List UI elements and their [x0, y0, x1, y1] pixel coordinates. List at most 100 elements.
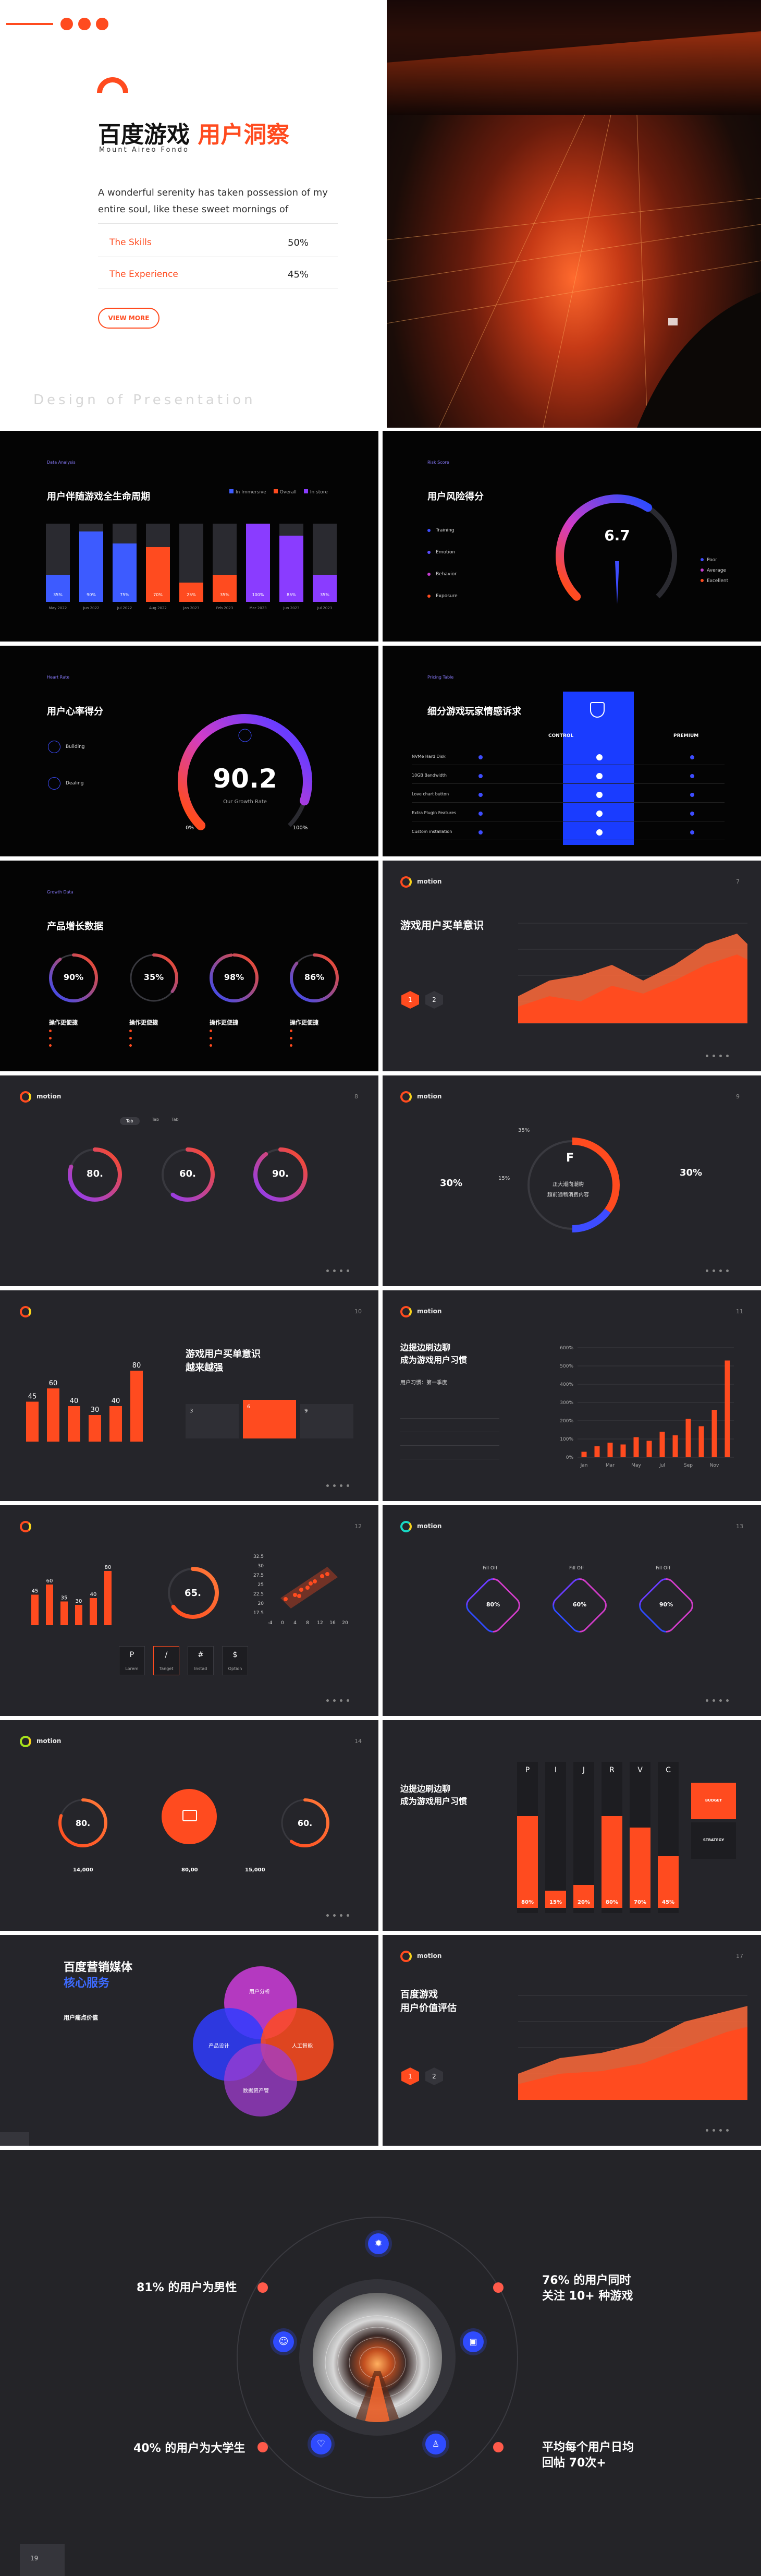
hex-button-2[interactable]: 2 — [425, 2067, 443, 2085]
check-dot — [596, 829, 603, 836]
x-tick-label: Jul — [659, 1463, 665, 1468]
purchase-area-chart — [518, 923, 747, 1024]
bar — [672, 1435, 678, 1457]
growth-ring — [129, 953, 178, 1002]
stat-2: 80,00 — [181, 1867, 198, 1873]
user-icon: ♙ — [425, 2434, 446, 2454]
hex-button-1[interactable]: 1 — [401, 991, 419, 1009]
bar — [646, 1441, 652, 1457]
area-series-front — [518, 954, 747, 1023]
marker-dot-2 — [493, 2282, 504, 2293]
key-label: Option — [228, 1666, 242, 1671]
ring-label: 操作更便捷 — [210, 1019, 238, 1026]
chart-legend: In Immersive Overall In store — [229, 489, 328, 495]
ring-value: 80. — [87, 1168, 103, 1179]
list-bullet — [210, 1044, 212, 1047]
bar — [68, 1406, 80, 1442]
stat-posts-line-1: 平均每个用户日均 — [542, 2441, 634, 2454]
card-3[interactable]: 9 — [300, 1404, 353, 1438]
heart-rate-caption: Our Growth Rate — [223, 799, 267, 805]
legend-overall: Overall — [273, 489, 297, 495]
key-card[interactable]: $ Option — [222, 1646, 248, 1675]
slide-lifecycle: Data Analysis 用户伴随游戏全生命周期 In Immersive O… — [0, 431, 378, 642]
key-glyph: / — [165, 1651, 168, 1659]
list-bullet — [49, 1030, 52, 1032]
column-fill — [545, 1891, 566, 1908]
page-number: 9 — [736, 1093, 740, 1100]
list-line — [54, 1027, 96, 1028]
bar-category-label: Jun 2022 — [83, 606, 100, 610]
top-percent: 35% — [518, 1128, 530, 1133]
hex-button-2[interactable]: 2 — [425, 991, 443, 1009]
pager-dots — [326, 1269, 349, 1272]
list-bullet — [129, 1030, 132, 1032]
bar-value-label: 35% — [220, 592, 229, 597]
motion-logo-icon — [400, 1951, 412, 1962]
bar — [47, 1388, 59, 1442]
bar-value-label: 90% — [87, 592, 96, 597]
tab-inactive-2[interactable]: Tab — [171, 1117, 179, 1122]
y-tick-label: 22.5 — [253, 1592, 264, 1597]
view-more-button[interactable]: VIEW MORE — [98, 308, 159, 329]
smile-icon: ☺ — [273, 2331, 294, 2352]
list-line — [295, 1042, 337, 1043]
key-card[interactable]: / Tanget — [153, 1646, 179, 1675]
y-tick-label: 500% — [560, 1364, 573, 1369]
brand-name: motion — [417, 1093, 442, 1100]
column-value: 80% — [606, 1900, 618, 1905]
hex-button-1[interactable]: 1 — [401, 2067, 419, 2085]
card-1[interactable]: 3 — [186, 1404, 239, 1438]
slide-tag: Risk Score — [427, 460, 449, 465]
slide-title-line-2: 用户价值评估 — [400, 2003, 457, 2014]
ring-label: Fill Off — [569, 1566, 584, 1571]
ring-progress — [49, 953, 98, 1002]
venn-label-left: 产品设计 — [208, 2043, 229, 2049]
brand-name: motion — [417, 1952, 442, 1960]
bar — [60, 1601, 68, 1625]
scatter-point — [320, 1574, 324, 1578]
list-header: 用户习惯：第一季度 — [400, 1380, 447, 1386]
list-line — [295, 1027, 337, 1028]
bar-category-label: Jun 2023 — [283, 606, 300, 610]
card-2[interactable]: 6 — [243, 1400, 296, 1438]
budget-tag[interactable]: BUDGET — [691, 1783, 736, 1819]
list-line — [215, 1027, 256, 1028]
stat-male: 81% 的用户为男性 — [137, 2281, 237, 2294]
bar — [659, 1432, 665, 1457]
tab-inactive-1[interactable]: Tab — [152, 1117, 159, 1122]
gauge-max: 100% — [293, 825, 308, 831]
gauge-min: 0% — [186, 825, 194, 831]
city-lights-illustration — [387, 0, 761, 428]
list-bullet — [129, 1037, 132, 1039]
slide-subtitle: 用户痛点价值 — [64, 2014, 98, 2021]
bar-category-label: Aug 2022 — [149, 606, 167, 610]
pager-dots — [706, 1699, 729, 1702]
bar — [46, 574, 70, 602]
gauge-value: 6.7 — [604, 527, 630, 544]
bar-value-label: 45 — [32, 1589, 39, 1594]
y-tick-label: 20 — [258, 1601, 264, 1606]
key-card[interactable]: P Lorem — [119, 1646, 145, 1675]
brand-name: motion — [417, 1308, 442, 1315]
tab-active[interactable]: Tab — [120, 1117, 140, 1125]
check-dot — [690, 774, 694, 778]
side-percent: 15% — [498, 1176, 510, 1181]
bar-value-label: 30 — [76, 1599, 82, 1604]
x-tick-label: 20 — [342, 1620, 348, 1626]
check-dot — [478, 793, 483, 797]
key-glyph: $ — [232, 1651, 238, 1659]
key-label: Instad — [194, 1666, 207, 1671]
pager-dots — [326, 1914, 349, 1917]
scatter-point — [313, 1579, 317, 1583]
page-number: 13 — [736, 1523, 743, 1530]
x-tick-label: Mar — [606, 1463, 615, 1468]
key-card[interactable]: # Instad — [188, 1646, 214, 1675]
check-dot — [596, 754, 603, 760]
slide-title: 用户伴随游戏全生命周期 — [47, 491, 150, 502]
page-number: 7 — [736, 878, 740, 885]
shield-icon — [590, 702, 605, 718]
list-bullet — [290, 1037, 292, 1039]
growth-ring — [290, 953, 339, 1002]
y-tick-label: 100% — [560, 1437, 573, 1442]
strategy-tag[interactable]: STRATEGY — [691, 1822, 736, 1859]
